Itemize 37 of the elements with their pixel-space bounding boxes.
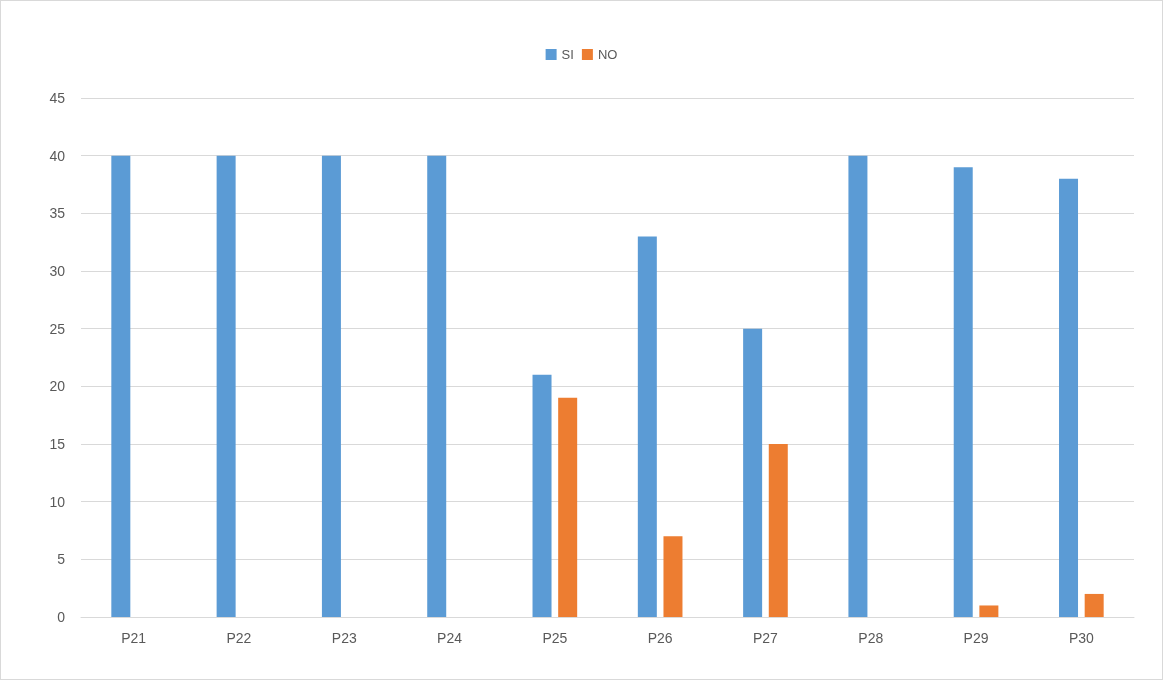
y-tick-label: 5 <box>57 551 66 568</box>
y-tick-label: 35 <box>49 205 66 222</box>
y-tick-label: 20 <box>49 378 66 395</box>
x-tick-label: P28 <box>858 630 884 646</box>
bar <box>1084 593 1104 617</box>
bar <box>111 155 131 617</box>
bar <box>427 155 447 617</box>
bar <box>532 374 552 617</box>
x-tick-label: P30 <box>1068 630 1095 646</box>
y-tick-label: 30 <box>49 263 66 279</box>
legend-label: NO <box>597 47 618 62</box>
y-tick-label: 45 <box>49 90 66 106</box>
bar <box>321 155 341 617</box>
y-tick-label: 0 <box>57 609 66 625</box>
bar <box>558 397 578 617</box>
y-tick-label: 25 <box>49 320 66 337</box>
bar <box>768 444 788 617</box>
x-tick-label: P29 <box>963 630 989 646</box>
bar <box>1059 178 1079 617</box>
bar <box>848 155 868 617</box>
x-tick-label: P25 <box>542 630 568 646</box>
x-tick-label: P21 <box>121 630 147 646</box>
x-tick-label: P24 <box>437 630 463 646</box>
bar <box>953 167 973 617</box>
bar <box>637 236 657 617</box>
bar <box>979 605 999 617</box>
x-tick-label: P22 <box>226 630 252 646</box>
bar <box>663 536 683 617</box>
x-tick-label: P27 <box>752 630 779 646</box>
bar <box>216 155 236 617</box>
legend-label: SI <box>561 47 574 62</box>
x-tick-label: P23 <box>331 630 357 646</box>
bar <box>743 328 763 617</box>
y-tick-label: 40 <box>49 147 66 164</box>
y-tick-label: 10 <box>49 493 66 510</box>
y-tick-label: 15 <box>49 436 66 452</box>
x-tick-label: P26 <box>647 630 673 646</box>
